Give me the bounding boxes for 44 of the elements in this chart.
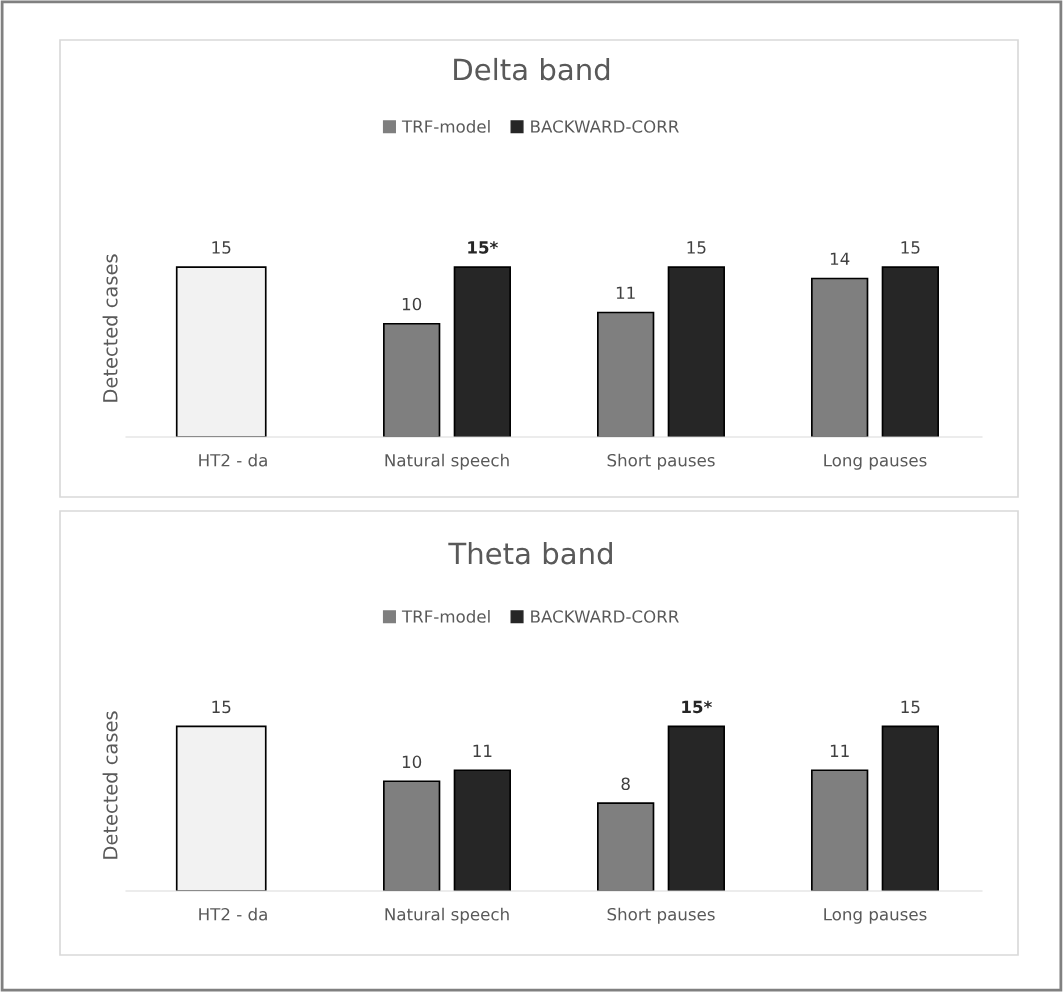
bar xyxy=(597,802,655,891)
bar xyxy=(881,266,939,437)
chart-title: Theta band xyxy=(448,541,612,565)
y-axis-title: Detected cases xyxy=(102,711,118,859)
data-label: 15* xyxy=(682,700,712,714)
data-label: 15 xyxy=(687,241,706,254)
bar xyxy=(453,769,511,891)
legend-label: TRF-model xyxy=(401,609,490,623)
chart-title: Delta band xyxy=(454,57,610,81)
bar xyxy=(667,725,725,891)
x-tick-label: Long pauses xyxy=(824,454,927,470)
data-label: 15 xyxy=(901,241,920,254)
data-label: 8 xyxy=(621,777,630,791)
data-label: 14 xyxy=(830,252,850,265)
data-label: 15* xyxy=(468,241,498,254)
x-tick-label: HT2 - da xyxy=(199,907,267,921)
y-axis-title: Detected cases xyxy=(102,254,118,402)
bar xyxy=(453,266,511,437)
bar xyxy=(175,266,267,437)
data-label: 11 xyxy=(473,744,492,757)
bar xyxy=(811,277,869,437)
data-label: 15 xyxy=(212,241,231,254)
x-tick-label: HT2 - da xyxy=(199,453,267,467)
data-label: 15 xyxy=(901,700,920,714)
data-label: 11 xyxy=(616,286,635,299)
legend-label: BACKWARD-CORR xyxy=(531,120,679,133)
data-label: 15 xyxy=(212,700,231,714)
bar xyxy=(667,266,725,437)
legend-label: BACKWARD-CORR xyxy=(531,610,679,623)
bar xyxy=(811,769,869,891)
x-tick-label: Long pauses xyxy=(824,908,927,924)
bar xyxy=(597,311,655,437)
bar xyxy=(175,725,267,891)
data-label: 11 xyxy=(830,744,849,757)
bar xyxy=(881,725,939,891)
x-tick-label: Short pauses xyxy=(607,453,715,470)
data-label: 10 xyxy=(402,755,422,769)
bar xyxy=(383,322,441,437)
legend-label: TRF-model xyxy=(401,119,490,133)
bar xyxy=(383,780,441,891)
data-label: 10 xyxy=(402,297,422,311)
x-tick-label: Short pauses xyxy=(607,907,715,924)
x-tick-label: Natural speech xyxy=(385,453,509,470)
x-tick-label: Natural speech xyxy=(385,907,509,924)
